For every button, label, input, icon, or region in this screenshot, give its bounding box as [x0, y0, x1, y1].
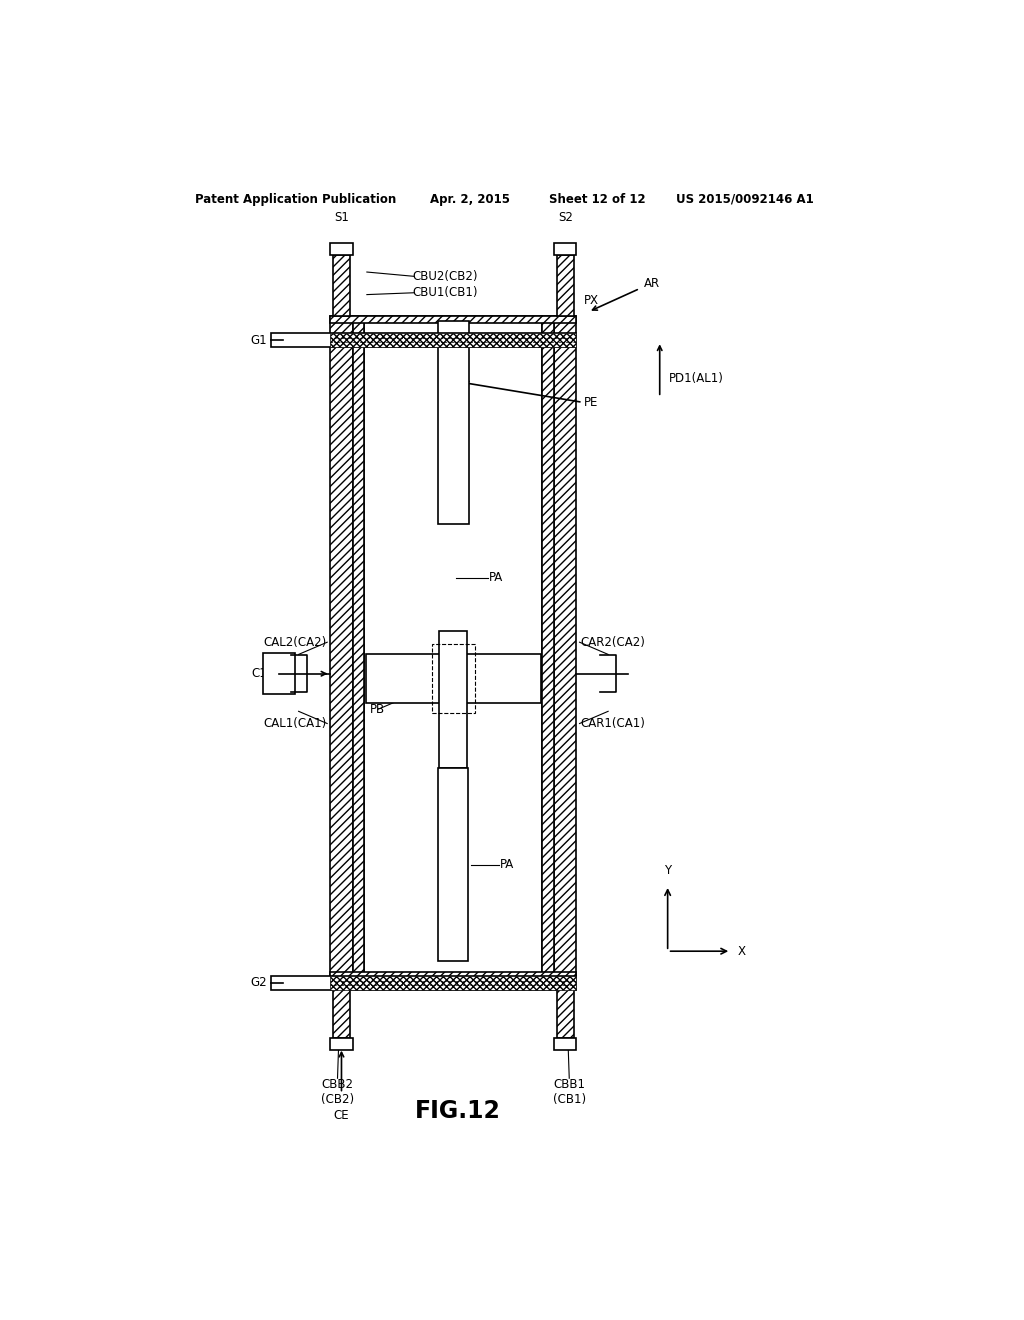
Bar [438, 768, 468, 961]
Bar [331, 315, 577, 323]
Bar [333, 255, 350, 315]
Bar [331, 1038, 352, 1049]
Text: G2: G2 [250, 977, 267, 989]
Text: CBB2
(CB2): CBB2 (CB2) [321, 1078, 354, 1106]
Bar [331, 972, 577, 977]
Text: CAR2(CA2): CAR2(CA2) [581, 636, 645, 648]
Bar [352, 315, 365, 977]
Bar [333, 977, 350, 1038]
Bar [331, 315, 352, 977]
Bar [554, 243, 577, 255]
Bar [263, 653, 295, 694]
Bar [557, 255, 574, 315]
Text: PD1(AL1): PD1(AL1) [670, 372, 724, 385]
Text: FIG.12: FIG.12 [415, 1098, 501, 1123]
Text: PC: PC [489, 663, 505, 675]
Bar [554, 315, 577, 977]
Text: Apr. 2, 2015: Apr. 2, 2015 [430, 193, 510, 206]
Bar [367, 655, 541, 704]
Bar [331, 333, 577, 347]
Bar [331, 975, 577, 990]
Text: US 2015/0092146 A1: US 2015/0092146 A1 [676, 193, 813, 206]
Bar [554, 1038, 577, 1049]
Bar [557, 977, 574, 1038]
Text: CAL2(CA2): CAL2(CA2) [263, 636, 327, 648]
Bar [270, 975, 577, 990]
Text: CBU2(CB2): CBU2(CB2) [413, 269, 478, 282]
Bar [437, 321, 469, 524]
Bar [543, 315, 554, 977]
Text: G1: G1 [250, 334, 267, 347]
Bar [270, 333, 577, 347]
Bar [365, 315, 543, 977]
Text: PA: PA [500, 858, 514, 871]
Bar [331, 243, 352, 255]
Text: Sheet 12 of 12: Sheet 12 of 12 [549, 193, 645, 206]
Text: S2: S2 [558, 211, 572, 224]
Text: X: X [737, 945, 745, 958]
Text: CAL1(CA1): CAL1(CA1) [263, 717, 327, 730]
Text: PE: PE [585, 396, 599, 409]
Text: CAR1(CA1): CAR1(CA1) [581, 717, 645, 730]
Text: CE: CE [334, 1109, 349, 1122]
Bar [439, 631, 467, 768]
Text: PX: PX [585, 294, 599, 308]
Text: Y: Y [665, 865, 671, 876]
Text: PB: PB [370, 702, 385, 715]
Text: CBB1
(CB1): CBB1 (CB1) [553, 1078, 586, 1106]
Text: AR: AR [644, 277, 659, 290]
Text: S1: S1 [334, 211, 349, 224]
Text: CBU1(CB1): CBU1(CB1) [413, 286, 478, 300]
Bar [431, 644, 475, 713]
Text: Patent Application Publication: Patent Application Publication [196, 193, 396, 206]
Text: PA: PA [489, 572, 504, 585]
Text: C1: C1 [251, 667, 267, 680]
